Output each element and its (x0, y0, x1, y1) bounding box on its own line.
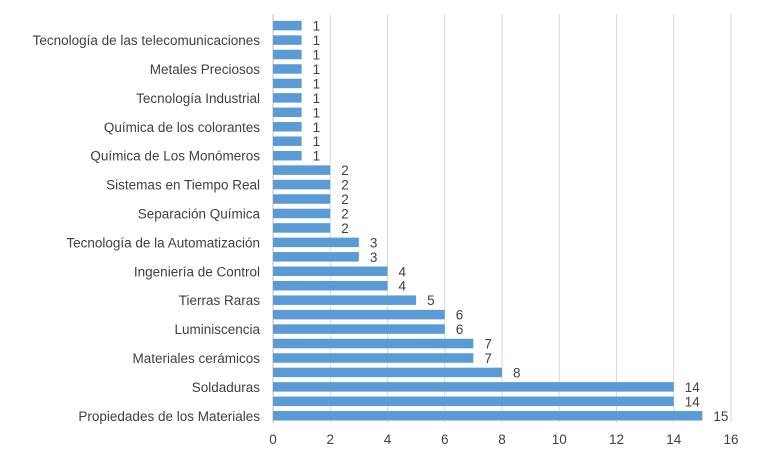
data-label: 1 (313, 19, 321, 34)
category-label: Química de Los Monómeros (90, 149, 260, 164)
data-label: 7 (484, 351, 492, 366)
data-label: 1 (313, 62, 321, 77)
y-axis-categories: Propiedades de los Materiales Soldaduras M… (33, 33, 261, 424)
category-label: Tecnología de las telecomunicaciones (33, 33, 261, 48)
data-label: 7 (484, 337, 492, 352)
x-tick-label: 12 (609, 432, 624, 447)
x-axis-ticks: 0 2 4 6 8 10 12 14 16 (269, 432, 738, 447)
bar (273, 411, 703, 421)
category-label: Sistemas en Tiempo Real (106, 178, 260, 193)
x-tick-label: 2 (326, 432, 334, 447)
data-label: 2 (341, 221, 349, 236)
bar (273, 20, 302, 31)
data-label: 1 (313, 105, 321, 120)
bar (273, 64, 302, 74)
x-tick-label: 14 (666, 432, 682, 447)
category-label: Tierras Raras (179, 293, 261, 308)
bar (273, 280, 388, 291)
category-label: Tecnología Industrial (136, 91, 260, 106)
bar (273, 136, 302, 146)
x-tick-label: 0 (269, 432, 277, 447)
data-label: 5 (427, 293, 435, 308)
data-label: 1 (313, 134, 321, 149)
category-label: Tecnología de la Automatización (66, 235, 260, 250)
bar (273, 382, 674, 392)
data-label: 1 (313, 33, 321, 48)
data-label: 6 (456, 308, 464, 323)
bar (273, 252, 359, 262)
bar (273, 338, 474, 349)
category-label: Separación Química (138, 206, 261, 221)
data-label: 2 (341, 163, 349, 178)
category-label: Luminiscencia (174, 322, 260, 337)
data-label: 1 (313, 91, 321, 106)
bar (273, 208, 331, 219)
bar (273, 237, 359, 248)
bar (273, 295, 417, 305)
data-label: 1 (313, 149, 321, 164)
x-tick-label: 16 (723, 432, 738, 447)
bar (273, 396, 674, 407)
category-label: Propiedades de los Materiales (78, 409, 260, 424)
bar (273, 309, 445, 320)
data-label: 6 (456, 322, 464, 337)
data-label: 3 (370, 250, 378, 265)
bar (273, 107, 302, 118)
bar (273, 179, 331, 190)
x-tick-label: 6 (441, 432, 449, 447)
data-label: 15 (713, 409, 728, 424)
data-label: 4 (399, 264, 407, 279)
bar (273, 194, 331, 204)
bar (273, 93, 302, 103)
data-label: 4 (399, 279, 407, 294)
data-label: 2 (341, 192, 349, 207)
data-label: 14 (685, 394, 701, 409)
bar (273, 324, 445, 334)
bar (273, 122, 302, 132)
bar (273, 266, 388, 277)
data-label: 3 (370, 235, 378, 250)
bar (273, 150, 302, 161)
x-tick-label: 10 (552, 432, 567, 447)
bar (273, 49, 302, 60)
bar (273, 35, 302, 45)
data-label: 1 (313, 48, 321, 63)
bar (273, 353, 474, 363)
data-label: 8 (513, 365, 521, 380)
bar (273, 367, 502, 378)
bar (273, 223, 331, 233)
bar (273, 165, 331, 175)
data-label: 2 (341, 178, 349, 193)
grid-layer (272, 14, 732, 423)
x-tick-label: 4 (384, 432, 392, 447)
data-label: 14 (685, 380, 701, 395)
data-label: 1 (313, 120, 321, 135)
data-label: 1 (313, 76, 321, 91)
category-label: Ingeniería de Control (134, 264, 260, 279)
x-tick-label: 8 (498, 432, 506, 447)
category-label: Metales Preciosos (150, 62, 261, 77)
bar-layer (273, 20, 703, 421)
bar (273, 78, 302, 89)
category-label: Materiales cerámicos (132, 351, 260, 366)
data-label: 2 (341, 206, 349, 221)
category-label: Soldaduras (192, 380, 261, 395)
category-label: Química de los colorantes (104, 120, 260, 135)
